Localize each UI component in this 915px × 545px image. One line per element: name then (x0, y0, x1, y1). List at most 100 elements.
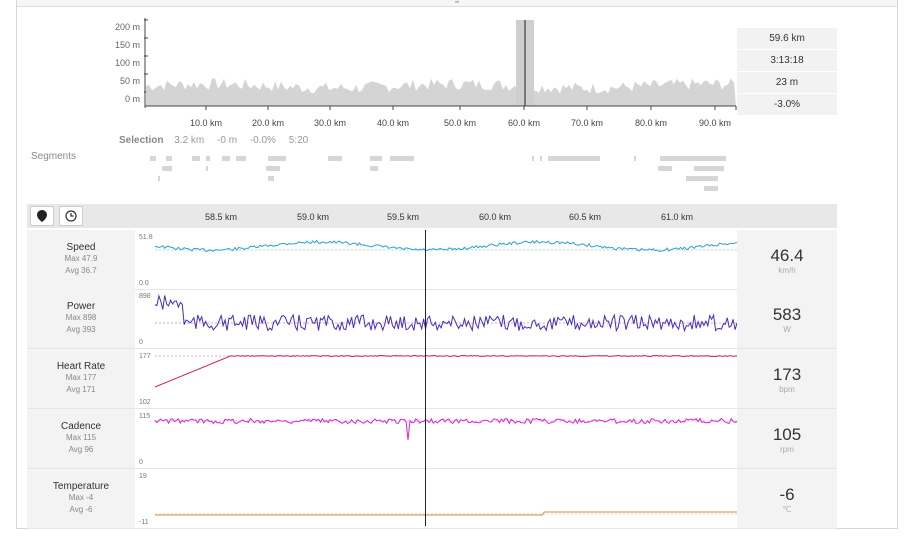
track-max: Max 47.9 (64, 254, 98, 263)
segment-bar[interactable] (328, 156, 342, 161)
elevation-overview: 200 m 150 m 100 m 50 m 0 m 10.0 km 20.0 … (17, 8, 897, 198)
track-name: Speed (66, 242, 96, 253)
map-pin-icon[interactable] (30, 206, 54, 226)
y-tick: 100 m (114, 58, 140, 68)
track-value: -6 (779, 485, 795, 504)
segment-bar[interactable] (192, 156, 200, 161)
y-tick: 150 m (114, 40, 140, 50)
segment-bar[interactable] (150, 156, 156, 161)
segment-bar[interactable] (658, 166, 672, 171)
segment-bar[interactable] (686, 176, 718, 181)
segment-bar[interactable] (694, 166, 724, 171)
track-top-tick: 19 (139, 473, 147, 480)
segment-bar[interactable] (268, 176, 274, 181)
selection-time: 5:20 (288, 135, 309, 146)
segment-bar[interactable] (158, 176, 160, 181)
track-unit: ℃ (782, 505, 792, 514)
track-label: Cadence Max 115 Avg 96 (27, 409, 135, 468)
track-line-chart (155, 511, 737, 516)
stat-distance: 59.6 km (737, 28, 837, 50)
track-bottom-tick: 0 (139, 339, 143, 346)
segment-bar[interactable] (660, 156, 726, 161)
track-row-power: Power Max 898 Avg 393 898 0 583 W (27, 289, 837, 349)
x-tick: 30.0 km (313, 118, 347, 128)
stat-grade: -3.0% (737, 94, 837, 116)
segment-bar[interactable] (370, 156, 382, 161)
track-value: 105 (772, 425, 802, 444)
selection-label: Selection (119, 135, 164, 146)
segments-track[interactable] (144, 146, 738, 194)
track-avg: Avg 393 (66, 325, 96, 334)
track-name: Power (66, 301, 96, 312)
stat-duration: 3:13:18 (737, 50, 837, 72)
x-tick: 59.0 km (296, 212, 330, 222)
segment-bar[interactable] (166, 156, 172, 161)
track-name: Temperature (52, 481, 110, 492)
track-line-chart (154, 417, 737, 441)
selection-summary: Selection 3.2 km -0 m -0.0% 5:20 (119, 135, 318, 146)
drag-handle-icon[interactable]: ≡ (454, 0, 460, 6)
x-tick: 40.0 km (376, 118, 410, 128)
elevation-chart[interactable] (144, 18, 738, 118)
track-plot[interactable]: 898 0 (135, 289, 737, 348)
track-current-value: 583 W (737, 289, 837, 348)
tracks-toolbar: 58.5 km 59.0 km 59.5 km 60.0 km 60.5 km … (27, 204, 837, 228)
track-avg: Avg 96 (68, 445, 94, 454)
x-tick: 61.0 km (660, 212, 694, 222)
y-tick: 50 m (119, 76, 140, 86)
x-tick: 58.5 km (204, 212, 238, 222)
segment-bar[interactable] (704, 186, 718, 191)
track-current-value: 173 bpm (737, 349, 837, 408)
series-line (154, 417, 737, 441)
segment-bar[interactable] (540, 156, 542, 161)
track-top-tick: 898 (139, 293, 151, 300)
track-label: Speed Max 47.9 Avg 36.7 (27, 230, 135, 289)
x-tick: 10.0 km (189, 118, 223, 128)
selection-elevation: -0 m (217, 135, 238, 146)
track-row-cadence: Cadence Max 115 Avg 96 115 0 105 rpm (27, 409, 837, 469)
track-plot[interactable]: 19 -11 (135, 469, 737, 528)
track-bottom-tick: -11 (139, 519, 149, 526)
x-tick: 60.0 km (478, 212, 512, 222)
x-tick: 20.0 km (251, 118, 285, 128)
segment-bar[interactable] (390, 156, 414, 161)
ride-analysis-panel: ≡ 200 m 150 m 100 m 50 m 0 m 10.0 km 20.… (16, 0, 898, 529)
series-line (154, 354, 737, 388)
segment-bar[interactable] (370, 166, 378, 171)
track-plot[interactable]: 115 0 (135, 409, 737, 468)
segment-bar[interactable] (532, 156, 534, 161)
track-value: 46.4 (770, 246, 804, 265)
segment-bar[interactable] (548, 156, 600, 161)
track-top-tick: 51.8 (139, 234, 153, 241)
segments-label: Segments (31, 151, 77, 162)
x-tick: 60.5 km (568, 212, 602, 222)
summary-stats: 59.6 km 3:13:18 23 m -3.0% (737, 28, 837, 116)
track-plot[interactable]: 51.8 0.0 (135, 230, 737, 289)
track-row-heart-rate: Heart Rate Max 177 Avg 171 177 102 173 bpm (27, 349, 837, 409)
x-tick: 90.0 km (698, 118, 732, 128)
track-avg: Avg 171 (66, 385, 96, 394)
track-max: Max 115 (65, 433, 97, 442)
track-unit: bpm (779, 385, 795, 394)
track-value: 583 (772, 305, 802, 324)
panel-resize-bar[interactable]: ≡ (17, 0, 897, 7)
segment-bar[interactable] (222, 156, 230, 161)
track-line-chart (154, 294, 737, 333)
segment-bar[interactable] (634, 156, 636, 161)
segment-bar[interactable] (268, 156, 286, 161)
segment-bar[interactable] (206, 166, 208, 171)
segment-bar[interactable] (206, 156, 210, 161)
track-plot[interactable]: 177 102 (135, 349, 737, 408)
x-tick: 59.5 km (386, 212, 420, 222)
playhead-cursor[interactable] (425, 230, 426, 526)
track-current-value: 105 rpm (737, 409, 837, 468)
clock-icon[interactable] (59, 206, 83, 226)
y-tick: 0 m (124, 94, 140, 104)
segment-bar[interactable] (266, 166, 280, 171)
track-row-speed: Speed Max 47.9 Avg 36.7 51.8 0.0 46.4 km/h (27, 230, 837, 290)
track-bottom-tick: 0 (139, 459, 143, 466)
segment-bar[interactable] (162, 166, 172, 171)
track-line-chart (154, 239, 737, 252)
tracks-x-axis: 58.5 km 59.0 km 59.5 km 60.0 km 60.5 km … (145, 204, 737, 228)
segment-bar[interactable] (236, 156, 246, 161)
